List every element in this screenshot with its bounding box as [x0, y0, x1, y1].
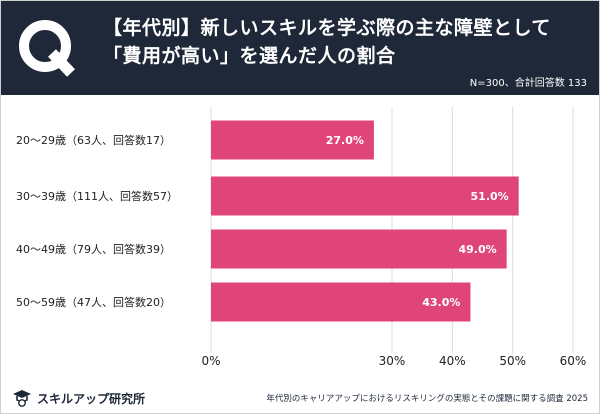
- chart-area: 0% 30% 40% 50% 60% 27.0% 20～29歳（63人、回答数17） 51.0…: [0, 95, 600, 385]
- bar-value-label: 49.0%: [458, 243, 496, 256]
- category-label: 40～49歳（79人、回答数39）: [16, 242, 171, 256]
- q-letter-icon: [19, 20, 75, 77]
- bar: [211, 120, 374, 160]
- bar-value-label: 51.0%: [471, 190, 509, 203]
- bar: [211, 282, 471, 322]
- sample-size-note: N=300、合計回答数 133: [469, 78, 587, 89]
- x-tick-label: 50%: [499, 354, 526, 368]
- brand-logo: スキルアップ研究所: [12, 388, 145, 408]
- category-label: 20～29歳（63人、回答数17）: [16, 133, 171, 147]
- header-banner: 【年代別】新しいスキルを学ぶ際の主な障壁として 「費用が高い」を選んだ人の割合 …: [1, 1, 599, 95]
- bar: [211, 229, 507, 269]
- bar: [211, 176, 519, 216]
- q-badge: [1, 1, 93, 95]
- graduation-cap-icon: [13, 390, 31, 407]
- bar-chart: 0% 30% 40% 50% 60% 27.0% 20～29歳（63人、回答数17） 51.0…: [16, 107, 587, 368]
- category-label: 50～59歳（47人、回答数20）: [16, 295, 171, 309]
- x-tick-label: 30%: [379, 354, 406, 368]
- x-tick-label: 40%: [439, 354, 466, 368]
- brand-name: スキルアップ研究所: [37, 391, 146, 406]
- category-label: 30～39歳（111人、回答数57）: [16, 189, 178, 203]
- bar-value-label: 27.0%: [326, 134, 364, 147]
- x-tick-label: 0%: [201, 354, 220, 368]
- bar-value-label: 43.0%: [422, 296, 460, 309]
- x-tick-label: 60%: [560, 354, 587, 368]
- survey-source: 年代別のキャリアアップにおけるリスキリングの実態とその課題に関する調査 2025: [266, 394, 588, 404]
- chart-title-line-1: 【年代別】新しいスキルを学ぶ際の主な障壁として: [103, 17, 551, 39]
- chart-title-line-2: 「費用が高い」を選んだ人の割合: [103, 45, 396, 67]
